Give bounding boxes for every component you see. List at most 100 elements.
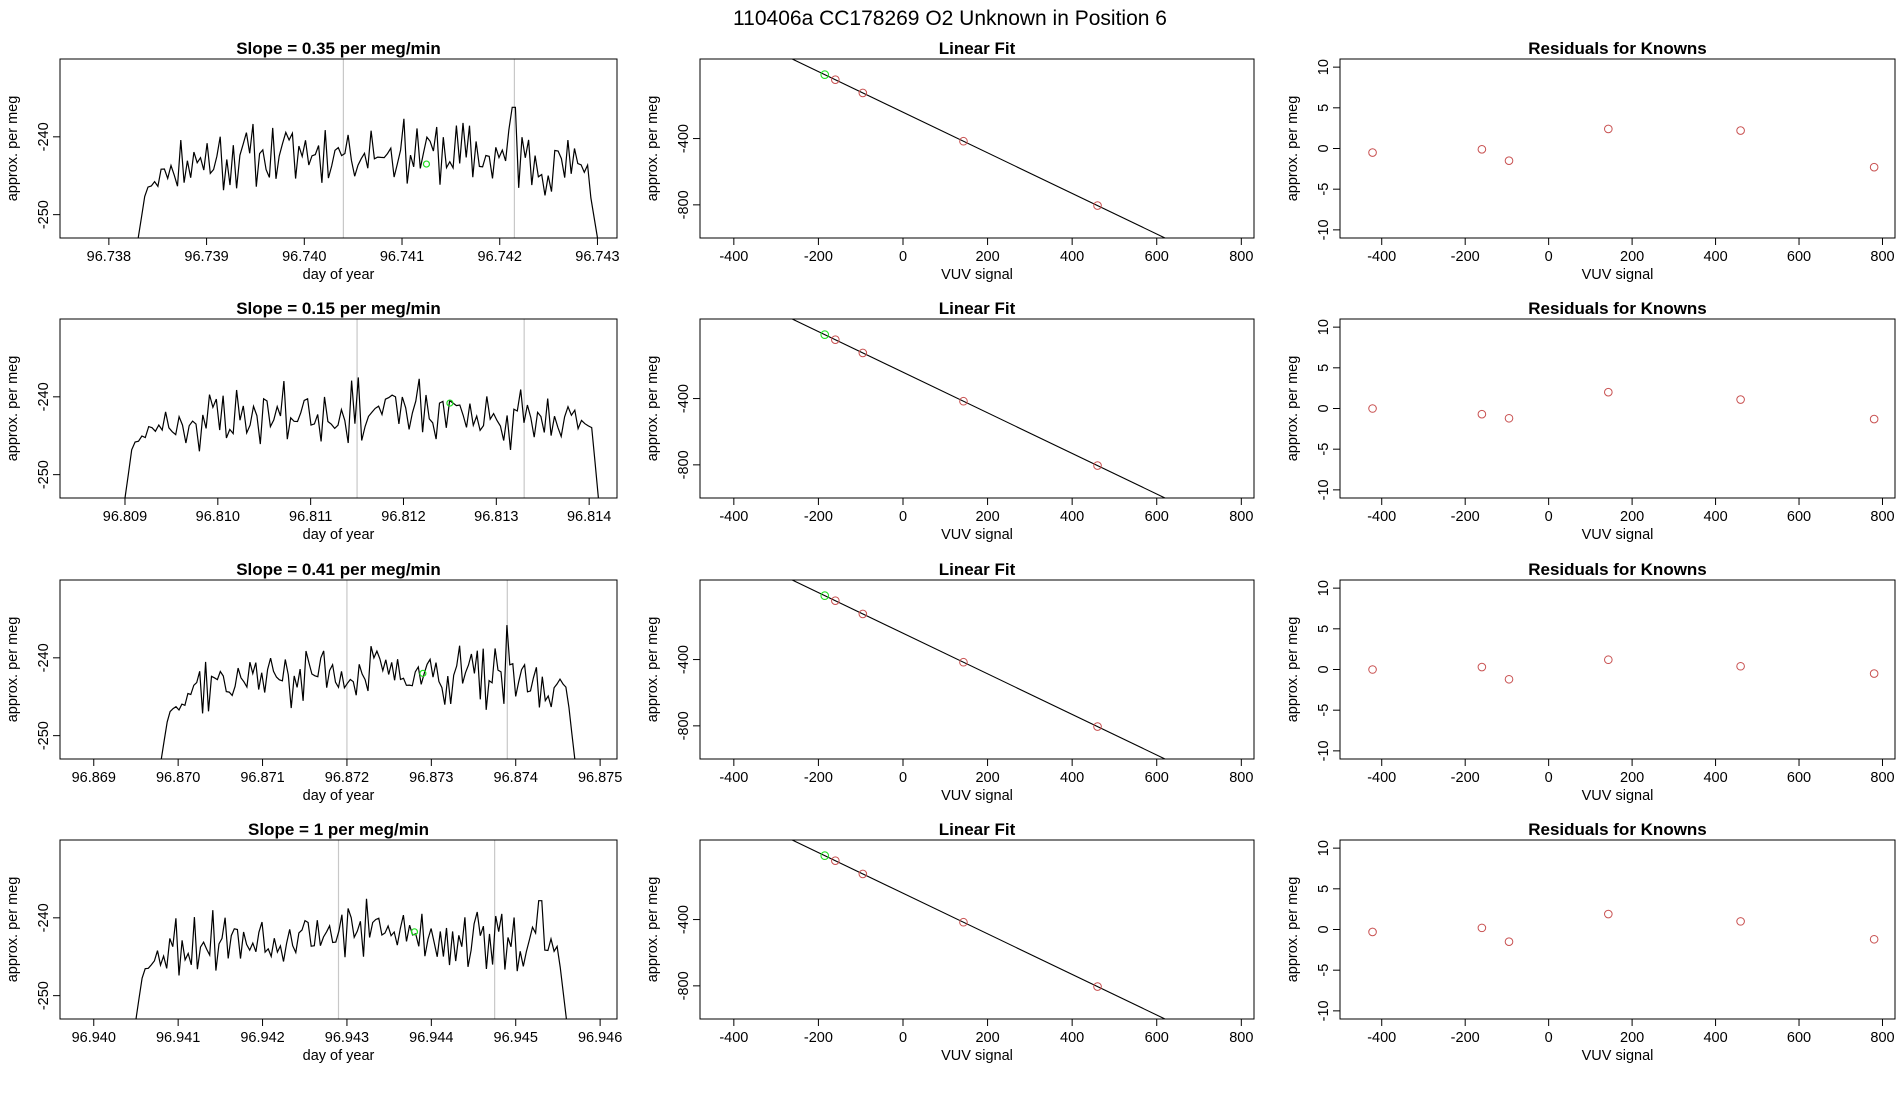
known-point [1093,201,1102,210]
panel-fit-row3: Linear Fit -400 -200 0 200 400 600 800 -400 -800 V… [645,560,1255,804]
x-tick-label: -400 [719,1030,748,1046]
y-axis-label: approx. per meg [645,356,661,462]
known-point [1229,267,1237,275]
plot-frame [1339,579,1896,760]
x-tick-label: 96.871 [240,770,284,786]
known-point [1093,722,1102,731]
plot-frame [699,839,1255,1020]
residual-point [1504,156,1514,166]
x-tick-label: 400 [1703,1030,1727,1046]
known-point [858,869,868,879]
x-tick-label: 96.869 [72,770,116,786]
panel-title: Residuals for Knowns [1528,299,1707,318]
panel-fit-row2: Linear Fit -400 -200 0 200 400 600 800 -400 -800 V… [645,299,1255,543]
x-tick-label: 200 [975,770,999,786]
x-tick-label: 0 [1545,509,1553,525]
y-tick-label: 0 [1316,665,1332,673]
y-tick-label: -5 [1316,443,1332,456]
y-tick-label: 10 [1316,840,1332,856]
x-tick-label: 96.875 [578,770,622,786]
known-point [858,348,868,358]
y-tick-label: 0 [1316,925,1332,933]
x-axis-label: day of year [303,788,375,804]
unknown-point [446,399,454,407]
residual-point [1504,937,1514,947]
x-tick-label: 800 [1870,770,1894,786]
y-tick-label: -240 [36,122,52,151]
known-point [1093,461,1102,470]
x-tick-label: 800 [1229,509,1253,525]
y-axis-label: approx. per meg [5,617,21,723]
residual-point [1504,674,1514,684]
residual-point [1368,927,1377,937]
residual-point [1869,162,1879,172]
y-axis-label: approx. per meg [5,96,21,202]
x-axis-label: day of year [303,267,375,283]
panel-timeseries-row4: Slope = 1 per meg/min 96.940 96.941 96.942 9… [5,820,622,1064]
x-tick-label: 800 [1229,249,1253,265]
unknown-point [820,330,830,339]
x-tick-label: 96.812 [381,509,425,525]
y-tick-label: -10 [1316,479,1332,500]
x-tick-label: 600 [1145,509,1169,525]
panel-timeseries-row2: Slope = 0.15 per meg/min 96.809 96.810 96.8… [5,299,618,543]
panel-residuals-row3: Residuals for Knowns -400 -200 0 200 400 600 80… [1285,560,1896,804]
x-tick-label: 96.743 [575,249,619,265]
y-tick-label: -240 [36,643,52,672]
panel-title: Residuals for Knowns [1528,820,1707,839]
plot-frame [699,58,1255,239]
residual-point [1736,126,1745,135]
x-tick-label: 800 [1229,1030,1253,1046]
x-tick-label: 200 [1620,249,1644,265]
y-tick-label: -240 [36,903,52,932]
y-axis-label: approx. per meg [1285,96,1301,202]
x-tick-label: 96.814 [567,509,611,525]
x-tick-label: 800 [1870,509,1894,525]
residual-point [1477,923,1487,933]
y-tick-label: -800 [676,190,692,219]
y-axis-label: approx. per meg [645,877,661,983]
unknown-point [410,928,419,936]
known-point [831,75,840,85]
x-tick-label: 400 [1060,770,1084,786]
x-tick-label: -200 [1451,770,1480,786]
panel-title: Slope = 0.35 per meg/min [236,39,441,58]
x-tick-label: 0 [899,1030,907,1046]
figure-title: 110406a CC178269 O2 Unknown in Position … [733,7,1167,30]
x-tick-label: 96.742 [478,249,522,265]
x-axis-label: VUV signal [941,527,1013,543]
panel-title: Slope = 1 per meg/min [248,820,429,839]
y-tick-label: -400 [676,905,692,934]
y-tick-label: 5 [1316,104,1332,112]
plot-frame [59,58,618,239]
y-tick-label: -10 [1316,740,1332,761]
panel-title: Linear Fit [939,39,1016,58]
panel-title: Linear Fit [939,820,1016,839]
plot-frame [59,318,618,499]
y-axis-label: approx. per meg [5,877,21,983]
residual-point [1869,414,1879,424]
panel-residuals-row2: Residuals for Knowns -400 -200 0 200 400 600 80… [1285,299,1896,543]
residual-point [1604,124,1613,134]
x-tick-label: 400 [1703,249,1727,265]
x-tick-label: -200 [804,509,833,525]
known-point [959,396,968,406]
x-tick-label: 200 [975,509,999,525]
known-point [831,856,840,866]
x-tick-label: 600 [1787,509,1811,525]
panels-grid: Slope = 0.35 per meg/min 96.738 96.739 96.7… [5,23,1896,1064]
x-tick-label: -200 [1451,249,1480,265]
x-tick-label: -400 [719,770,748,786]
data-marks [135,840,567,1019]
x-axis-label: VUV signal [1582,527,1654,543]
x-tick-label: 200 [975,249,999,265]
x-tick-label: 96.941 [156,1030,200,1046]
x-tick-label: 200 [1620,1030,1644,1046]
x-tick-label: -200 [1451,1030,1480,1046]
x-tick-label: 600 [1787,1030,1811,1046]
known-point [858,609,868,619]
residual-point [1368,148,1377,157]
known-point [721,23,729,31]
x-tick-label: 96.943 [325,1030,369,1046]
